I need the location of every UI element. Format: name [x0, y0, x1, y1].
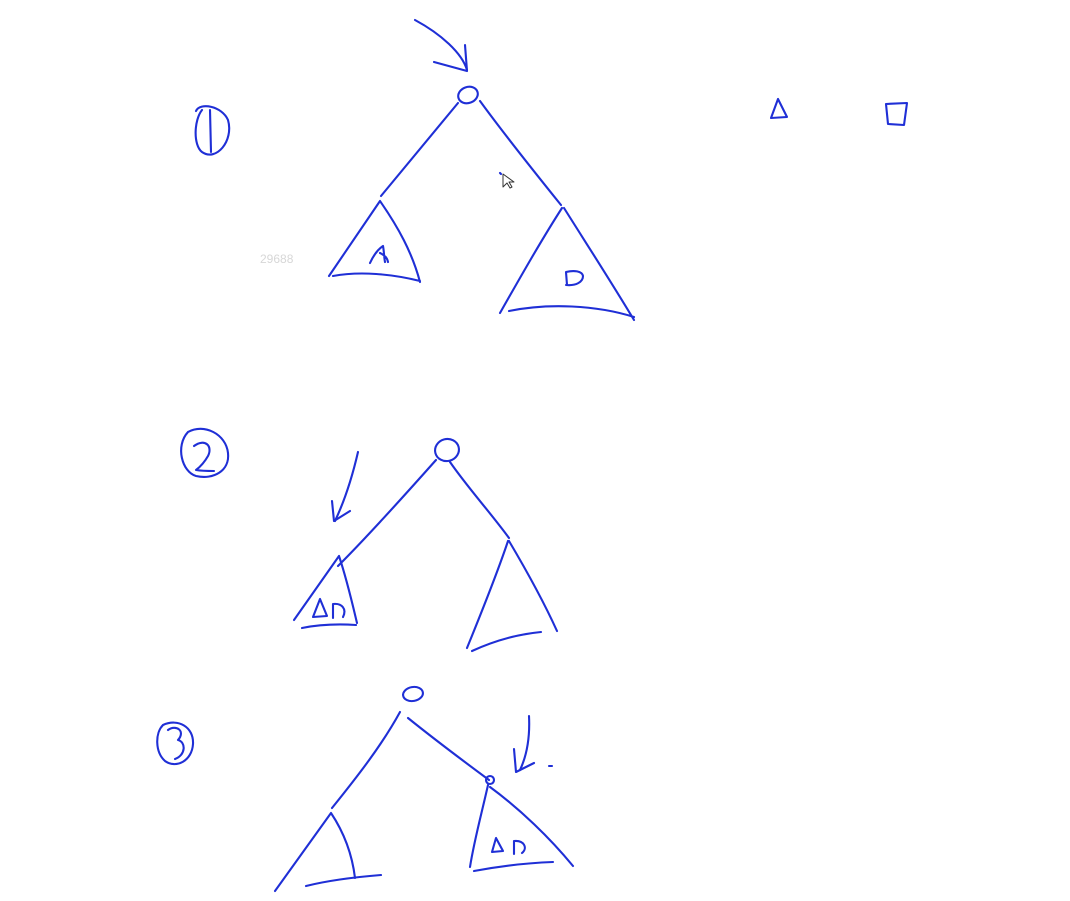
step-2-left-mark	[311, 597, 346, 620]
watermark-text: 29688	[260, 252, 294, 266]
step-3-label-mark	[156, 721, 195, 766]
drawing-1	[194, 18, 909, 322]
step-3-right-subtree	[468, 783, 575, 873]
step-2-root-node	[434, 437, 460, 463]
step-3-root-node	[402, 685, 424, 703]
step-1-right-edge	[478, 99, 563, 207]
step-3-arrow-stroke	[518, 714, 531, 772]
step-2-right-edge	[448, 460, 511, 540]
legend-triangle-mark	[769, 97, 789, 120]
step-1-left-mark	[368, 244, 390, 265]
step-1-root-node	[457, 85, 479, 105]
step-3-left-edge	[330, 710, 402, 810]
step-3-right-mark	[490, 836, 526, 856]
step-2-left-subtree	[292, 554, 359, 630]
mouse-pointer-icon	[502, 173, 515, 189]
step-2-arrow-head	[330, 499, 352, 523]
step-3-right-node	[484, 774, 496, 786]
cursor-dot	[498, 171, 503, 176]
step-2-label-mark	[180, 427, 230, 478]
step-2-arrow-stroke	[333, 450, 360, 523]
step-1-left-edge	[379, 101, 460, 198]
step-1-right-subtree	[498, 206, 636, 322]
step-1-arrow-stroke	[413, 18, 469, 72]
step-1-left-subtree	[327, 199, 422, 284]
drawing-2	[180, 427, 559, 653]
step-2-left-edge	[336, 458, 438, 568]
step-3-arrow-head	[512, 747, 536, 774]
step-1-arrow-head	[432, 43, 469, 73]
step-1-right-mark	[564, 270, 585, 287]
step-2-right-subtree	[465, 539, 559, 653]
drawing-3	[156, 685, 575, 893]
step-1-label-mark	[194, 105, 231, 156]
step-3-left-subtree	[273, 811, 383, 893]
legend-square-mark	[884, 101, 909, 127]
step-3-right-edge	[406, 716, 491, 782]
